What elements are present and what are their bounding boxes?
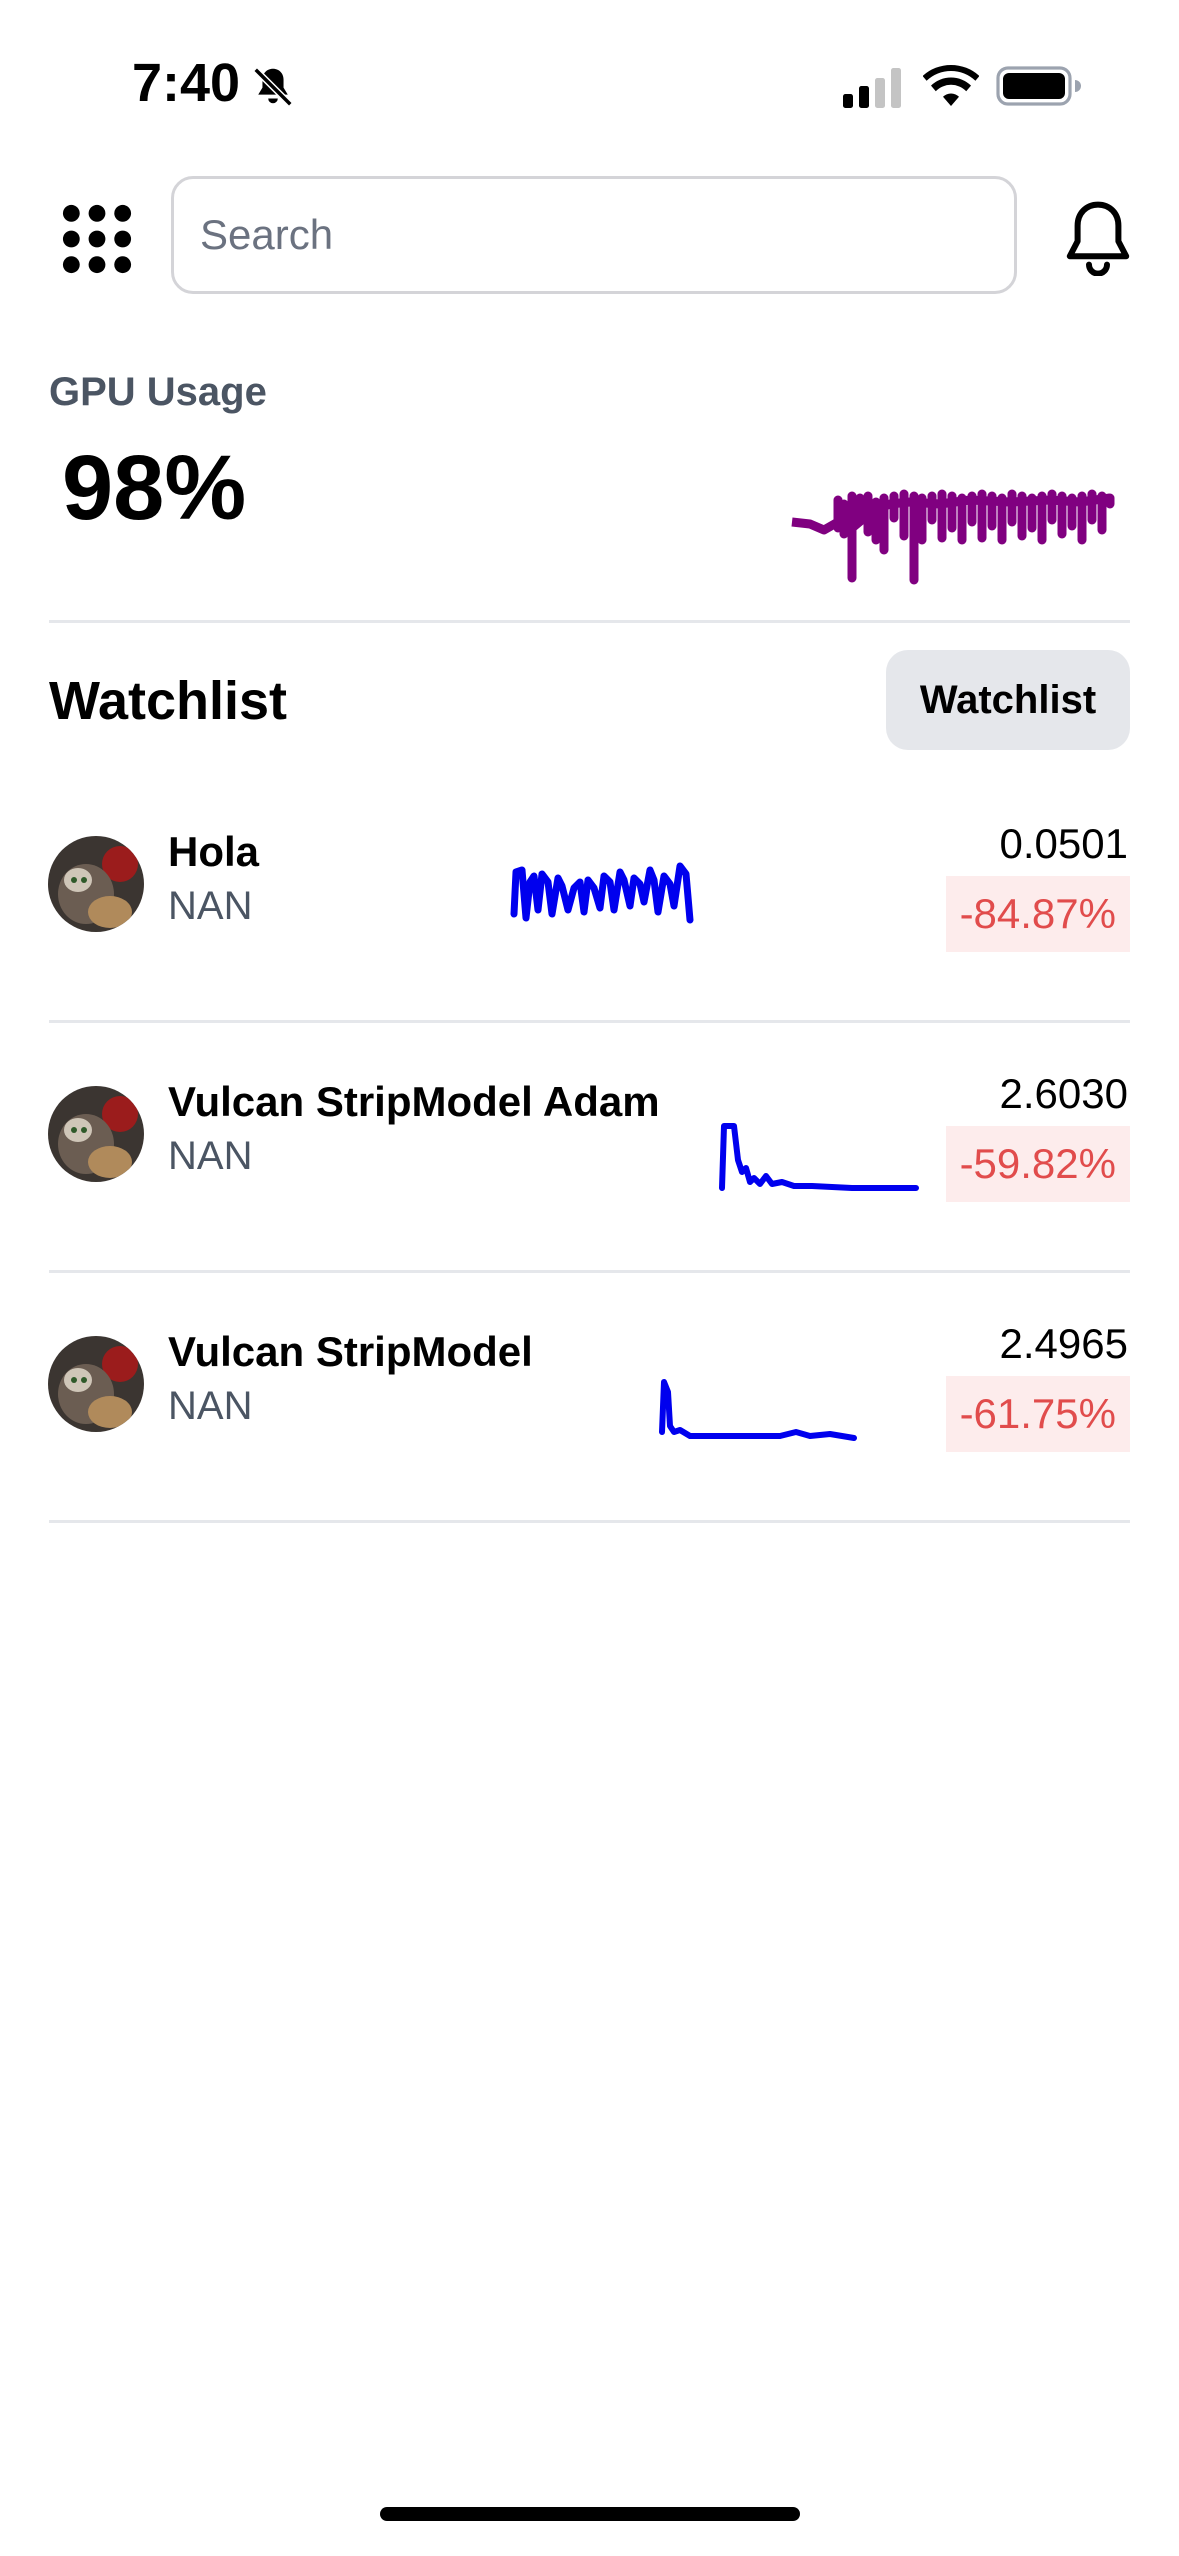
wifi-icon [923, 64, 979, 106]
item-subtitle: NAN [168, 884, 253, 928]
watchlist-item[interactable]: Hola NAN 0.0501 -84.87% [0, 772, 1179, 1020]
item-name: Vulcan StripModel [168, 1328, 533, 1375]
apps-grid-icon[interactable] [62, 204, 132, 274]
item-change-badge: -59.82% [945, 1126, 1130, 1202]
top-toolbar [0, 176, 1179, 300]
item-sparkline [659, 1379, 857, 1441]
watchlist-header: Watchlist Watchlist [0, 650, 1179, 750]
avatar [48, 1086, 144, 1182]
item-sparkline [719, 1123, 919, 1191]
watchlist-button[interactable]: Watchlist [886, 650, 1130, 750]
divider [49, 1020, 1130, 1023]
item-name: Hola [168, 828, 260, 875]
item-price: 2.6030 [999, 1070, 1128, 1117]
bell-slash-icon [253, 67, 293, 107]
divider [49, 1520, 1130, 1523]
watchlist-item[interactable]: Vulcan StripModel Adam NAN 2.6030 -59.82… [0, 1022, 1179, 1270]
item-subtitle: NAN [168, 1134, 253, 1178]
item-sparkline [510, 862, 694, 924]
avatar [48, 836, 144, 932]
gpu-usage-sparkline [791, 489, 1115, 585]
search-input[interactable] [171, 176, 1017, 294]
item-change-badge: -84.87% [945, 876, 1130, 952]
status-bar: 7:40 [0, 0, 1179, 170]
item-price: 0.0501 [999, 820, 1128, 867]
item-subtitle: NAN [168, 1384, 253, 1428]
signal-icon [843, 68, 901, 108]
gpu-usage-card: GPU Usage 98% [0, 360, 1179, 620]
gpu-usage-label: GPU Usage [49, 370, 267, 414]
status-time: 7:40 [132, 53, 241, 113]
gpu-usage-value: 98% [62, 437, 247, 539]
divider [49, 1270, 1130, 1273]
avatar [48, 1336, 144, 1432]
watchlist-title: Watchlist [49, 671, 288, 731]
item-name: Vulcan StripModel Adam [168, 1078, 660, 1125]
item-price: 2.4965 [999, 1320, 1128, 1367]
item-change-badge: -61.75% [945, 1376, 1130, 1452]
bell-icon[interactable] [1062, 198, 1134, 276]
watchlist-item[interactable]: Vulcan StripModel NAN 2.4965 -61.75% [0, 1272, 1179, 1520]
battery-icon [996, 66, 1081, 106]
home-indicator[interactable] [380, 2507, 800, 2521]
divider [49, 620, 1130, 623]
